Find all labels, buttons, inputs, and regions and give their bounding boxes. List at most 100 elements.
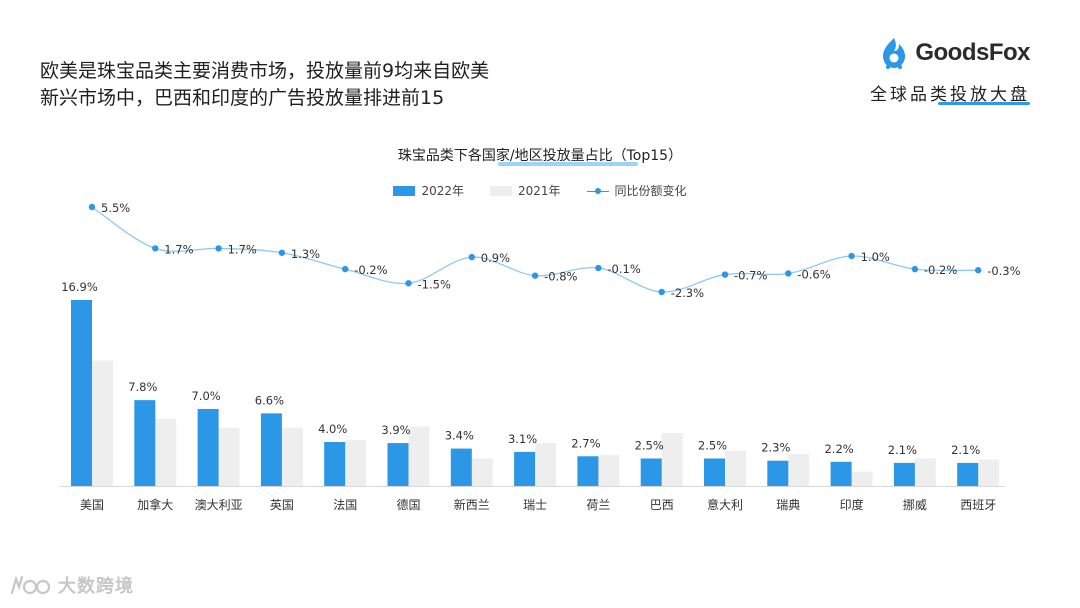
headline-line-1: 欧美是珠宝品类主要消费市场，投放量前9均来自欧美 (40, 60, 490, 82)
x-tick-label-10: 意大利 (707, 497, 743, 512)
change-point-1 (152, 245, 159, 252)
goodsfox-logo-icon (883, 38, 906, 69)
bar-2022-1 (134, 400, 156, 486)
bar-2022-7 (514, 451, 536, 486)
bar-2022-3 (260, 413, 282, 486)
legend-swatch-2022 (393, 185, 416, 196)
change-label-7: -0.8% (544, 270, 577, 284)
bar-2022-label-11: 2.3% (761, 441, 790, 455)
bar-2022-label-3: 6.6% (255, 393, 284, 407)
bar-2022-6 (450, 448, 472, 486)
bar-2022-9 (640, 458, 662, 486)
change-label-10: -0.7% (734, 269, 767, 283)
brand-subtitle: 全球品类投放大盘 (870, 85, 1030, 105)
legend-swatch-2021 (489, 185, 512, 196)
bar-2021-10 (725, 450, 746, 486)
change-label-1: 1.7% (164, 242, 193, 256)
x-tick-label-8: 荷兰 (586, 498, 610, 512)
change-point-11 (785, 270, 792, 277)
bar-2022-label-9: 2.5% (635, 438, 664, 452)
chart-title: 珠宝品类下各国家/地区投放量占比（Top15） (397, 148, 683, 164)
change-point-14 (975, 267, 982, 274)
change-point-9 (658, 288, 665, 296)
watermark-text: 大数跨境 (58, 576, 134, 597)
bar-2021-0 (92, 360, 113, 486)
bar-2021-1 (155, 418, 177, 486)
bar-2022-label-2: 7.0% (191, 389, 220, 403)
change-label-8: -0.1% (607, 262, 640, 276)
bar-2022-4 (324, 441, 346, 486)
chart-title-accent (498, 162, 638, 166)
change-label-5: -1.5% (418, 277, 451, 291)
bar-2022-label-10: 2.5% (698, 438, 727, 452)
change-label-14: -0.3% (987, 264, 1020, 278)
legend-item-2021: 2021年 (489, 182, 561, 199)
bar-2021-6 (471, 458, 493, 486)
x-tick-label-11: 瑞典 (776, 498, 800, 512)
brand-logo: GoodsFox (879, 36, 1030, 70)
brand-underline (938, 102, 1030, 105)
watermark: 大数跨境 (8, 572, 134, 598)
headline-line-2: 新兴市场中，巴西和印度的广告投放量排进前15 (40, 87, 445, 109)
bar-2022-2 (197, 408, 219, 486)
change-label-13: -0.2% (924, 263, 957, 277)
change-point-2 (215, 245, 222, 252)
x-tick-label-7: 瑞士 (523, 498, 547, 512)
bar-2022-label-1: 7.8% (128, 380, 157, 394)
bar-2022-label-12: 2.2% (824, 442, 853, 456)
bar-2022-0 (71, 300, 92, 486)
bar-2022-label-7: 3.1% (508, 432, 537, 446)
bar-2022-label-8: 2.7% (571, 436, 600, 450)
bar-2021-14 (978, 459, 1000, 486)
bar-2022-13 (893, 462, 915, 486)
x-tick-label-14: 西班牙 (960, 498, 996, 512)
bar-2021-8 (598, 455, 620, 486)
legend-item-2022: 2022年 (393, 182, 464, 199)
bar-2021-5 (408, 426, 430, 486)
change-line (91, 206, 979, 293)
brand-name: GoodsFox (915, 39, 1030, 66)
bar-2021-2 (218, 427, 240, 486)
x-tick-label-0: 美国 (80, 498, 104, 512)
change-point-8 (595, 264, 602, 272)
change-point-4 (342, 265, 349, 273)
bar-2022-label-13: 2.1% (888, 443, 917, 457)
change-point-13 (911, 265, 919, 273)
change-point-10 (721, 271, 729, 278)
change-label-4: -0.2% (354, 263, 387, 277)
bar-2022-11 (767, 460, 789, 486)
x-tick-label-12: 印度 (840, 497, 864, 512)
x-tick-label-9: 巴西 (650, 498, 674, 512)
legend-label-2022: 2022年 (421, 184, 464, 198)
bar-2021-7 (535, 443, 557, 486)
bar-2022-label-14: 2.1% (951, 443, 980, 457)
bar-2021-3 (281, 427, 303, 486)
change-label-0: 5.5% (101, 201, 130, 215)
bar-2021-9 (661, 433, 683, 486)
change-label-12: 1.0% (861, 250, 890, 264)
x-tick-label-4: 法国 (333, 498, 357, 512)
bar-2022-12 (830, 461, 852, 486)
change-point-7 (531, 272, 539, 279)
bar-2022-label-5: 3.9% (381, 423, 410, 437)
change-label-9: -2.3% (671, 286, 704, 300)
change-point-5 (405, 280, 412, 287)
bar-2022-5 (387, 443, 409, 486)
bar-2022-label-6: 3.4% (445, 429, 474, 443)
bar-2021-4 (345, 439, 367, 486)
change-point-3 (278, 249, 286, 256)
chart-legend: 2022年 2021年 同比份额变化 (0, 182, 1080, 199)
bar-2021-11 (788, 454, 810, 486)
x-tick-label-3: 英国 (270, 498, 294, 512)
change-label-11: -0.6% (797, 267, 830, 281)
x-tick-label-2: 澳大利亚 (195, 498, 243, 512)
bar-2022-label-0: 16.9% (61, 280, 98, 294)
bar-2022-8 (577, 456, 599, 486)
x-tick-label-5: 德国 (396, 497, 420, 512)
bar-2021-12 (851, 471, 873, 486)
x-tick-label-6: 新西兰 (454, 497, 490, 512)
brand-block: GoodsFox 全球品类投放大盘 (850, 36, 1030, 106)
change-label-3: 1.3% (291, 247, 320, 261)
legend-swatch-change (586, 186, 609, 196)
